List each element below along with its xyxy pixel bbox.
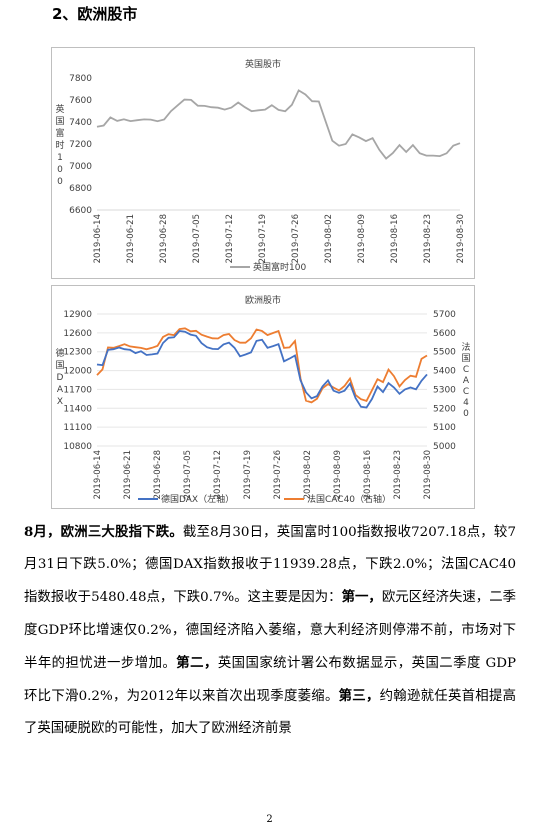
point-third-label: 第三， (338, 688, 380, 705)
section-title: 2、欧洲股市 (52, 5, 138, 23)
uk-stock-chart: 英国股市 6600 6800 7000 7200 7400 7600 7800 英国富时 1 0 0 2… (51, 47, 475, 279)
y-left-axis-label-char: 国 (55, 360, 64, 371)
y-axis-label-char: 英 (55, 103, 64, 115)
chart-title: 欧洲股市 (245, 294, 281, 306)
y-left-tick-label: 10800 (63, 442, 92, 452)
y-axis-label-char: 0 (57, 177, 63, 187)
legend-label-cac40: 法国CAC40（右轴） (307, 493, 391, 505)
x-tick-label: 2019-08-23 (393, 450, 403, 499)
series-line-dax (96, 330, 428, 409)
legend-label: 英国富时100 (253, 261, 306, 273)
x-tick-label: 2019-07-19 (243, 450, 253, 499)
y-tick-label: 7000 (69, 162, 92, 172)
x-tick-label: 2019-07-05 (192, 214, 202, 263)
y-left-tick-label: 12000 (63, 367, 92, 377)
y-tick-label: 7200 (69, 140, 92, 150)
x-tick-label: 2019-08-16 (390, 214, 400, 263)
x-tick-label: 2019-08-02 (303, 450, 313, 499)
x-tick-label: 2019-08-02 (324, 214, 334, 263)
paragraph-text-4: 约翰逊就任英首相提高了英国硬脱欧的可能性，加大了欧洲经济前景 (24, 689, 517, 737)
y-right-tick-label: 5400 (433, 367, 456, 377)
y-left-axis-label-char: D (57, 373, 64, 383)
chart-title: 英国股市 (245, 58, 281, 70)
point-second-label: 第二， (176, 654, 218, 671)
series-line-ftse100 (96, 89, 461, 160)
y-tick-label: 7400 (69, 118, 92, 128)
x-tick-label: 2019-07-19 (258, 214, 268, 263)
y-right-tick-label: 5000 (433, 442, 456, 452)
y-left-tick-label: 11700 (63, 385, 92, 395)
x-tick-label: 2019-08-23 (423, 214, 433, 263)
y-right-tick-label: 5300 (433, 385, 456, 395)
y-right-tick-label: 5100 (433, 423, 456, 433)
y-axis-label-char: 富 (55, 127, 64, 139)
x-tick-label: 2019-07-26 (291, 214, 301, 263)
series-line-cac40 (96, 327, 428, 404)
y-right-axis-label-char: C (463, 387, 469, 397)
y-left-tick-label: 12300 (63, 348, 92, 358)
y-left-axis-label-char: X (57, 397, 63, 407)
x-tick-label: 2019-08-16 (363, 450, 373, 499)
y-axis-label-char: 1 (57, 153, 63, 163)
europe-stock-chart: 欧洲股市 10800 11100 11400 11700 12000 12300 12600 1… (51, 285, 475, 509)
x-tick-label: 2019-08-09 (357, 214, 367, 263)
y-right-tick-label: 5700 (433, 310, 456, 320)
x-tick-label: 2019-07-05 (183, 450, 193, 499)
y-tick-label: 7800 (69, 74, 92, 84)
x-tick-label: 2019-07-26 (273, 450, 283, 499)
body-paragraph: 8月，欧洲三大股指下跌。截至8月30日，英国富时100指数报收7207.18点，… (24, 516, 516, 745)
x-tick-label: 2019-06-14 (93, 450, 103, 499)
uk-stock-chart-svg: 英国股市6600680070007200740076007800英国富时1002… (55, 58, 466, 273)
paragraph-lead: 8月，欧洲三大股指下跌。 (24, 524, 183, 540)
y-right-axis-label-char: 4 (463, 398, 469, 408)
x-tick-label: 2019-07-12 (225, 214, 235, 263)
y-axis-label-char: 0 (57, 165, 63, 175)
y-axis-label-char: 国 (55, 116, 64, 127)
y-left-tick-label: 11100 (63, 423, 92, 433)
europe-stock-chart-svg: 欧洲股市 10800 11100 11400 11700 12000 12300 12600 1… (55, 294, 470, 505)
y-right-axis-label-char: 0 (463, 409, 469, 419)
y-right-axis-label-char: C (463, 365, 469, 375)
y-tick-label: 7600 (69, 96, 92, 106)
y-tick-label: 6600 (69, 206, 92, 216)
y-axis-label-char: 时 (55, 139, 64, 151)
y-right-axis-label-char: 法 (461, 341, 470, 353)
point-first-label: 第一， (341, 589, 382, 606)
y-left-axis-label-char: 德 (55, 347, 64, 359)
x-tick-label: 2019-06-21 (126, 214, 136, 263)
y-left-tick-label: 11400 (63, 404, 92, 414)
y-tick-label: 6800 (69, 184, 92, 194)
x-tick-label: 2019-07-12 (213, 450, 223, 499)
y-left-axis-label-char: A (57, 385, 64, 395)
x-tick-label: 2019-08-30 (456, 214, 466, 263)
x-tick-label: 2019-08-09 (333, 450, 343, 499)
paragraph-text-2: 欧元区经济失速，二季度GDP环比增速仅0.2%，德国经济陷入萎缩，意大利经济则停… (24, 590, 517, 671)
paragraph-text-1: 截至8月30日，英国富时100指数报收7207.18点，较7月31日下跌5.0%… (24, 525, 516, 606)
page-number: 2 (266, 814, 273, 825)
y-right-tick-label: 5600 (433, 329, 456, 339)
legend-label-dax: 德国DAX（左轴） (161, 493, 234, 505)
y-left-tick-label: 12900 (63, 310, 92, 320)
x-tick-label: 2019-06-21 (123, 450, 133, 499)
x-tick-label: 2019-08-30 (423, 450, 433, 499)
x-tick-label: 2019-06-14 (93, 214, 103, 263)
x-tick-label: 2019-06-28 (153, 450, 163, 499)
y-left-tick-label: 12600 (63, 329, 92, 339)
y-right-tick-label: 5200 (433, 404, 456, 414)
paragraph-text-3: 英国国家统计署公布数据显示，英国二季度 GDP 环比下滑0.2%，为2012年以… (24, 655, 516, 705)
y-right-axis-label-char: 国 (461, 353, 470, 364)
y-right-axis-label-char: A (463, 376, 470, 386)
x-tick-label: 2019-06-28 (159, 214, 169, 263)
y-right-tick-label: 5500 (433, 348, 456, 358)
